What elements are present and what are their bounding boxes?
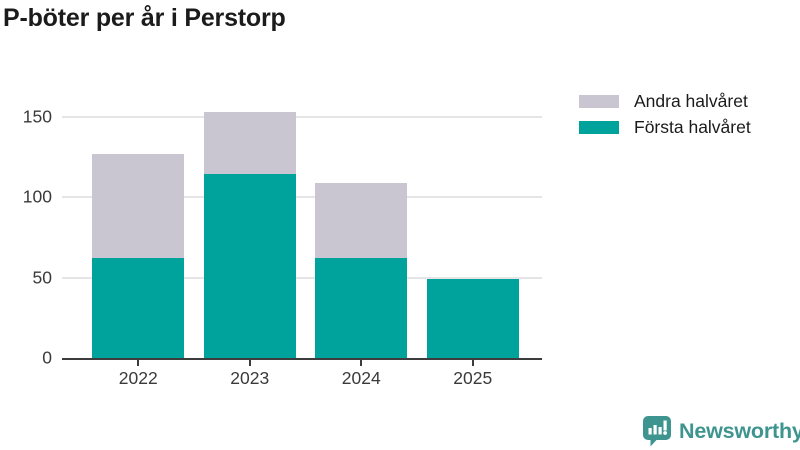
y-axis-label-50: 50 <box>32 267 52 287</box>
legend-label-forsta-halvaret: Första halvåret <box>634 116 751 137</box>
x-axis-label-2024: 2024 <box>341 368 381 388</box>
y-axis-label-100: 100 <box>22 186 52 207</box>
bar-2023-forsta <box>203 174 296 358</box>
bar-2022-andra <box>92 153 185 259</box>
legend-item-forsta-halvaret: Första halvåret <box>579 114 751 140</box>
gridline-150 <box>62 115 542 118</box>
gridline-100 <box>62 196 542 198</box>
x-axis-label-2025: 2025 <box>453 368 493 388</box>
bar-2024-andra <box>315 182 408 259</box>
chart-title: P-böter per år i Perstorp <box>3 4 286 32</box>
x-axis-tick-2022 <box>137 360 140 366</box>
bar-2023-andra <box>203 111 296 175</box>
x-axis-tick-2023 <box>248 360 251 366</box>
newsworthy-logo-text: Newsworthy <box>679 418 800 443</box>
x-axis-label-2023: 2023 <box>230 368 270 388</box>
legend-label-andra-halvaret: Andra halvåret <box>634 90 748 111</box>
bar-2025-forsta <box>426 279 519 358</box>
legend: Andra halvåret Första halvåret <box>579 88 751 140</box>
x-axis-label-2022: 2022 <box>118 368 158 388</box>
x-axis-line <box>62 357 542 360</box>
x-axis-tick-2024 <box>360 360 363 366</box>
x-axis-tick-2025 <box>471 360 474 366</box>
y-axis-label-0: 0 <box>42 347 52 368</box>
bar-2022-forsta <box>92 258 185 358</box>
legend-swatch-forsta-halvaret <box>579 120 619 134</box>
y-axis-label-150: 150 <box>22 106 52 126</box>
newsworthy-logo: Newsworthy <box>642 415 800 447</box>
gridline-50 <box>62 276 542 279</box>
legend-swatch-andra-halvaret <box>579 94 619 108</box>
bar-2024-forsta <box>315 258 408 358</box>
newsworthy-logo-icon <box>643 416 671 447</box>
legend-item-andra-halvaret: Andra halvåret <box>579 88 751 114</box>
